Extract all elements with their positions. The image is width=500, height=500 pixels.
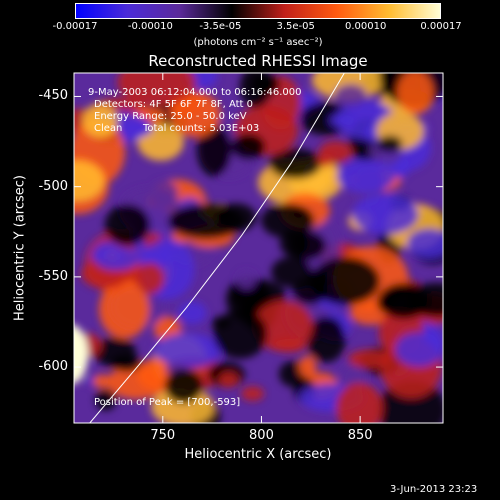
x-axis-label: Heliocentric X (arcsec) [184,447,332,462]
time-range-annotation: 9-May-2003 06:12:04.000 to 06:16:46.000 [88,87,302,98]
x-tick-label: 850 [347,428,373,443]
solar-limb-curve [89,73,345,423]
colorbar-tick-label: 3.5e-05 [276,21,315,32]
detectors-annotation: Detectors: 4F 5F 6F 7F 8F, Att 0 [94,99,254,110]
colorbar [75,3,441,19]
total-counts-annotation: Total counts: 5.03E+03 [143,123,260,134]
colorbar-tick-label: -0.00017 [52,21,98,32]
colorbar-tick-label: 0.00010 [344,21,387,32]
energy-range-annotation: Energy Range: 25.0 - 50.0 keV [94,111,247,122]
timestamp: 3-Jun-2013 23:23 [390,484,478,495]
colorbar-units: (photons cm⁻² s⁻¹ asec⁻²) [193,37,323,48]
y-tick-label: -500 [38,178,68,194]
y-tick-label: -600 [38,359,68,375]
peak-position-annotation: Position of Peak = [700,-593] [94,397,241,408]
algorithm-annotation: Clean [94,123,123,134]
heatmap-image [74,73,443,423]
peak-emission [74,325,89,384]
x-tick-label: 750 [150,428,176,443]
colorbar-gradient [75,3,441,19]
plot-frame [73,72,444,424]
colorbar-tick-label: -3.5e-05 [199,21,242,32]
y-tick-label: -450 [38,88,68,104]
y-tick-label: -550 [38,268,68,284]
chart-title: Reconstructed RHESSI Image [148,52,368,70]
y-axis-label: Heliocentric Y (arcsec) [12,175,28,321]
x-tick-label: 800 [249,428,274,443]
colorbar-tick-label: 0.00017 [420,21,462,32]
colorbar-tick-label: -0.00010 [127,21,173,32]
